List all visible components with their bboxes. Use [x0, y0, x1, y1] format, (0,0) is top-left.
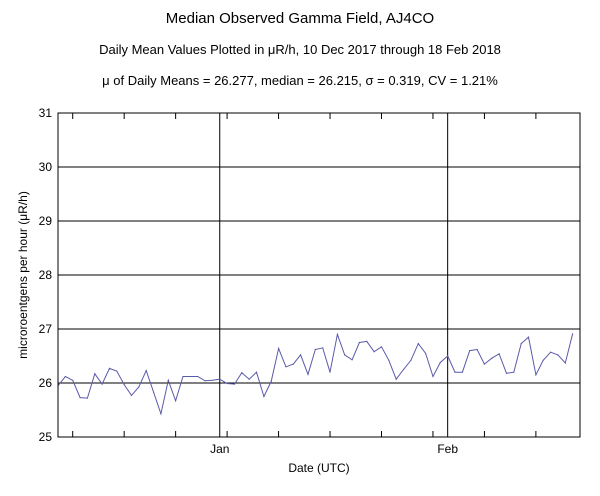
data-point [226, 382, 228, 385]
y-tick-label: 27 [39, 322, 53, 336]
data-point [483, 363, 485, 365]
data-point [130, 394, 133, 396]
data-point [263, 395, 265, 398]
y-tick-label: 25 [39, 430, 53, 444]
x-tick-label: Jan [210, 442, 229, 456]
data-point [285, 366, 287, 368]
y-tick-labels: 25 26 27 28 29 30 31 [39, 106, 53, 444]
x-axis-label: Date (UTC) [288, 461, 349, 475]
data-point [572, 333, 574, 335]
data-point [300, 354, 302, 356]
y-tick-label: 30 [39, 160, 53, 174]
y-tick-label: 29 [39, 214, 53, 228]
data-point [388, 359, 390, 361]
y-axis-label: microroentgens per hour (μR/h) [16, 191, 30, 359]
data-point [182, 375, 184, 378]
data-point [527, 336, 530, 338]
data-point [461, 371, 463, 373]
data-point [505, 372, 508, 374]
data-point [373, 351, 375, 353]
data-point [557, 354, 559, 356]
data-point [160, 413, 162, 415]
chart-subtitle: Daily Mean Values Plotted in μR/h, 10 De… [99, 42, 501, 57]
data-point [94, 373, 96, 375]
data-point [270, 380, 272, 382]
data-point [366, 340, 368, 342]
data-point [153, 391, 155, 393]
data-point [358, 341, 360, 344]
data-point [550, 351, 552, 353]
chart-title: Median Observed Gamma Field, AJ4CO [165, 10, 435, 27]
data-point [491, 357, 493, 359]
data-point [292, 363, 294, 365]
data-point [108, 367, 111, 369]
data-point [469, 350, 471, 352]
data-point [432, 375, 434, 378]
data-point [439, 361, 441, 364]
y-tick-label: 28 [39, 268, 53, 282]
grid-layer [58, 113, 580, 437]
data-point [513, 371, 515, 373]
data-point [204, 380, 206, 382]
y-tick-label: 31 [39, 106, 53, 120]
data-point [329, 371, 331, 373]
data-point [211, 379, 213, 381]
data-points [57, 333, 574, 415]
data-point [344, 354, 346, 356]
data-point [564, 362, 566, 364]
plot-frame [57, 112, 581, 438]
data-point [79, 397, 81, 399]
data-point [86, 397, 88, 399]
data-point [138, 386, 140, 388]
data-point [520, 343, 522, 345]
data-point [454, 371, 456, 373]
data-point [542, 359, 544, 361]
data-point [255, 371, 258, 373]
data-point [402, 368, 405, 371]
x-tick-label: Feb [437, 442, 458, 456]
y-tick-label: 26 [39, 376, 53, 390]
data-point [410, 359, 412, 361]
series-line [57, 332, 574, 416]
data-point [197, 375, 199, 378]
data-point [336, 333, 338, 335]
data-point [425, 352, 427, 354]
data-point [175, 400, 177, 402]
data-point [476, 348, 478, 351]
data-point [219, 378, 221, 380]
data-point [322, 347, 324, 349]
data-point [447, 355, 449, 357]
data-point [248, 378, 250, 380]
data-point [233, 383, 236, 385]
data-point [535, 374, 537, 376]
data-point [351, 359, 353, 361]
data-point [417, 343, 419, 345]
chart-stats: μ of Daily Means = 26.277, median = 26.2… [102, 73, 498, 88]
data-point [145, 370, 147, 372]
data-point [101, 383, 103, 385]
data-point [314, 348, 316, 351]
data-point [167, 379, 169, 381]
data-point [241, 372, 243, 374]
data-point [72, 379, 74, 381]
data-point [307, 373, 309, 375]
data-point [64, 375, 66, 378]
data-point [116, 370, 118, 372]
data-point [278, 347, 280, 349]
data-point [498, 353, 500, 355]
x-tick-labels: Jan Feb [210, 442, 458, 456]
data-point [380, 346, 383, 348]
data-point [395, 378, 397, 380]
data-point [189, 375, 191, 378]
data-point [123, 384, 125, 386]
